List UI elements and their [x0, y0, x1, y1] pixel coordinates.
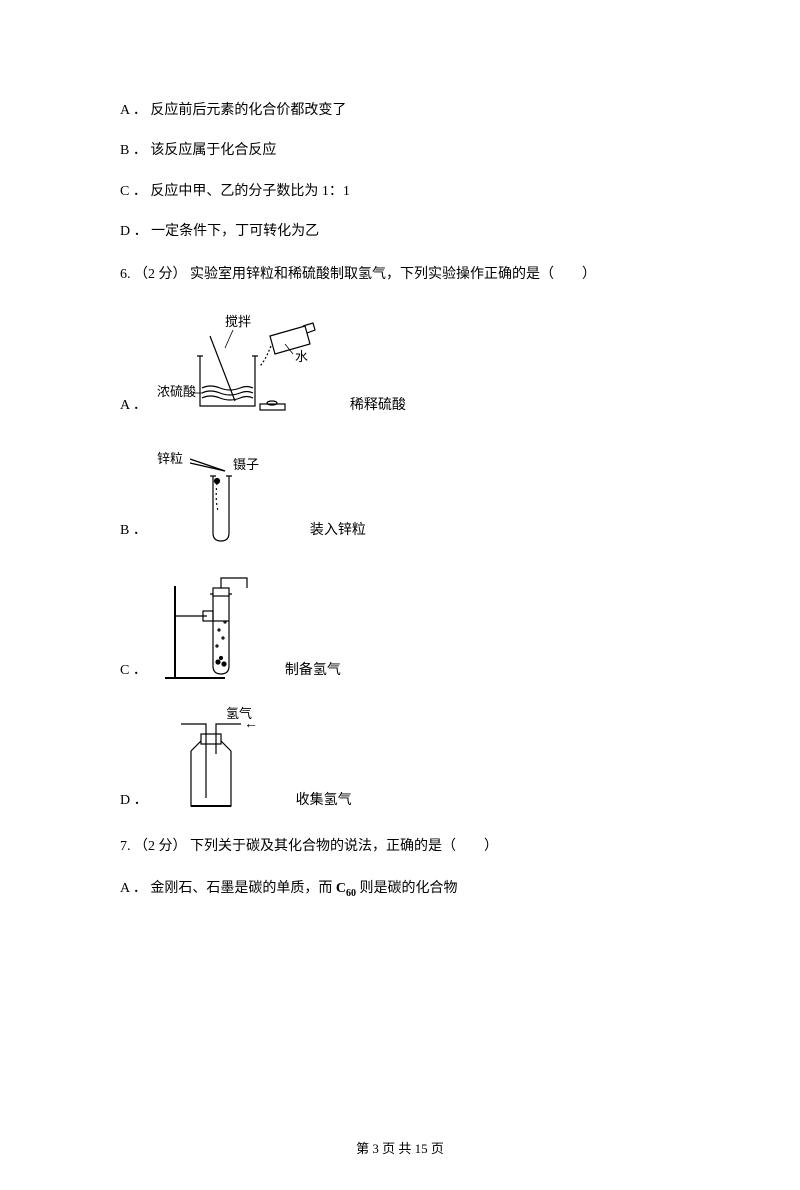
q6-option-d: D ． 氢气 ← 收集氢气: [120, 706, 680, 816]
option-letter: B ．: [120, 143, 147, 158]
option-a: A ． 反应前后元素的化合价都改变了: [120, 100, 680, 122]
option-letter: D ．: [120, 790, 148, 816]
arrow-icon: ←: [244, 717, 258, 732]
question-prefix: 6. （2 分）: [120, 267, 187, 282]
option-text: 反应前后元素的化合价都改变了: [150, 103, 346, 118]
question-6: 6. （2 分） 实验室用锌粒和稀硫酸制取氢气，下列实验操作正确的是（ ）: [120, 264, 680, 286]
c60-sub: 60: [346, 888, 356, 899]
label-zinc: 锌粒: [157, 451, 183, 466]
label-acid: 浓硫酸: [157, 384, 196, 399]
option-letter: D ．: [120, 224, 148, 239]
option-d: D ． 一定条件下，丁可转化为乙: [120, 221, 680, 243]
question-prefix: 7. （2 分）: [120, 839, 187, 854]
page-footer: 第 3 页 共 15 页: [120, 1139, 680, 1160]
option-c: C ． 反应中甲、乙的分子数比为 1：1: [120, 181, 680, 203]
label-water: 水: [295, 349, 308, 364]
option-text: 反应中甲、乙的分子数比为 1：1: [150, 184, 350, 199]
figure-generate-h2: [155, 566, 265, 686]
question-text: 下列关于碳及其化合物的说法，正确的是（ ）: [190, 839, 498, 854]
caption: 收集氢气: [296, 790, 352, 816]
label-tweezer: 镊子: [233, 457, 259, 472]
option-text-pre: 金刚石、石墨是碳的单质，而: [150, 881, 336, 896]
option-letter: C ．: [120, 660, 147, 686]
caption: 装入锌粒: [310, 520, 366, 546]
figure-collect-h2: 氢气 ←: [156, 706, 276, 816]
option-letter: C ．: [120, 184, 147, 199]
q6-option-b: B ． 锌粒 镊子 装入锌粒: [120, 441, 680, 546]
caption: 制备氢气: [285, 660, 341, 686]
option-text-post: 则是碳的化合物: [356, 881, 458, 896]
option-text: 一定条件下，丁可转化为乙: [151, 224, 319, 239]
option-b: B ． 该反应属于化合反应: [120, 140, 680, 162]
q6-option-a: A ． 搅拌 水: [120, 306, 680, 421]
label-stir: 搅拌: [225, 314, 251, 329]
option-text: 该反应属于化合反应: [150, 143, 276, 158]
option-letter: A ．: [120, 881, 147, 896]
c60-main: C: [336, 881, 346, 896]
caption: 稀释硫酸: [350, 395, 406, 421]
option-letter: B ．: [120, 520, 147, 546]
figure-dilute-acid: 搅拌 水 浓硫酸: [155, 306, 330, 421]
question-7: 7. （2 分） 下列关于碳及其化合物的说法，正确的是（ ）: [120, 836, 680, 858]
option-letter: A ．: [120, 395, 147, 421]
option-letter: A ．: [120, 103, 147, 118]
q6-option-c: C ．: [120, 566, 680, 686]
q7-option-a: A ． 金刚石、石墨是碳的单质，而 C60 则是碳的化合物: [120, 878, 680, 902]
figure-add-zinc: 锌粒 镊子: [155, 441, 290, 546]
question-text: 实验室用锌粒和稀硫酸制取氢气，下列实验操作正确的是（ ）: [190, 267, 596, 282]
